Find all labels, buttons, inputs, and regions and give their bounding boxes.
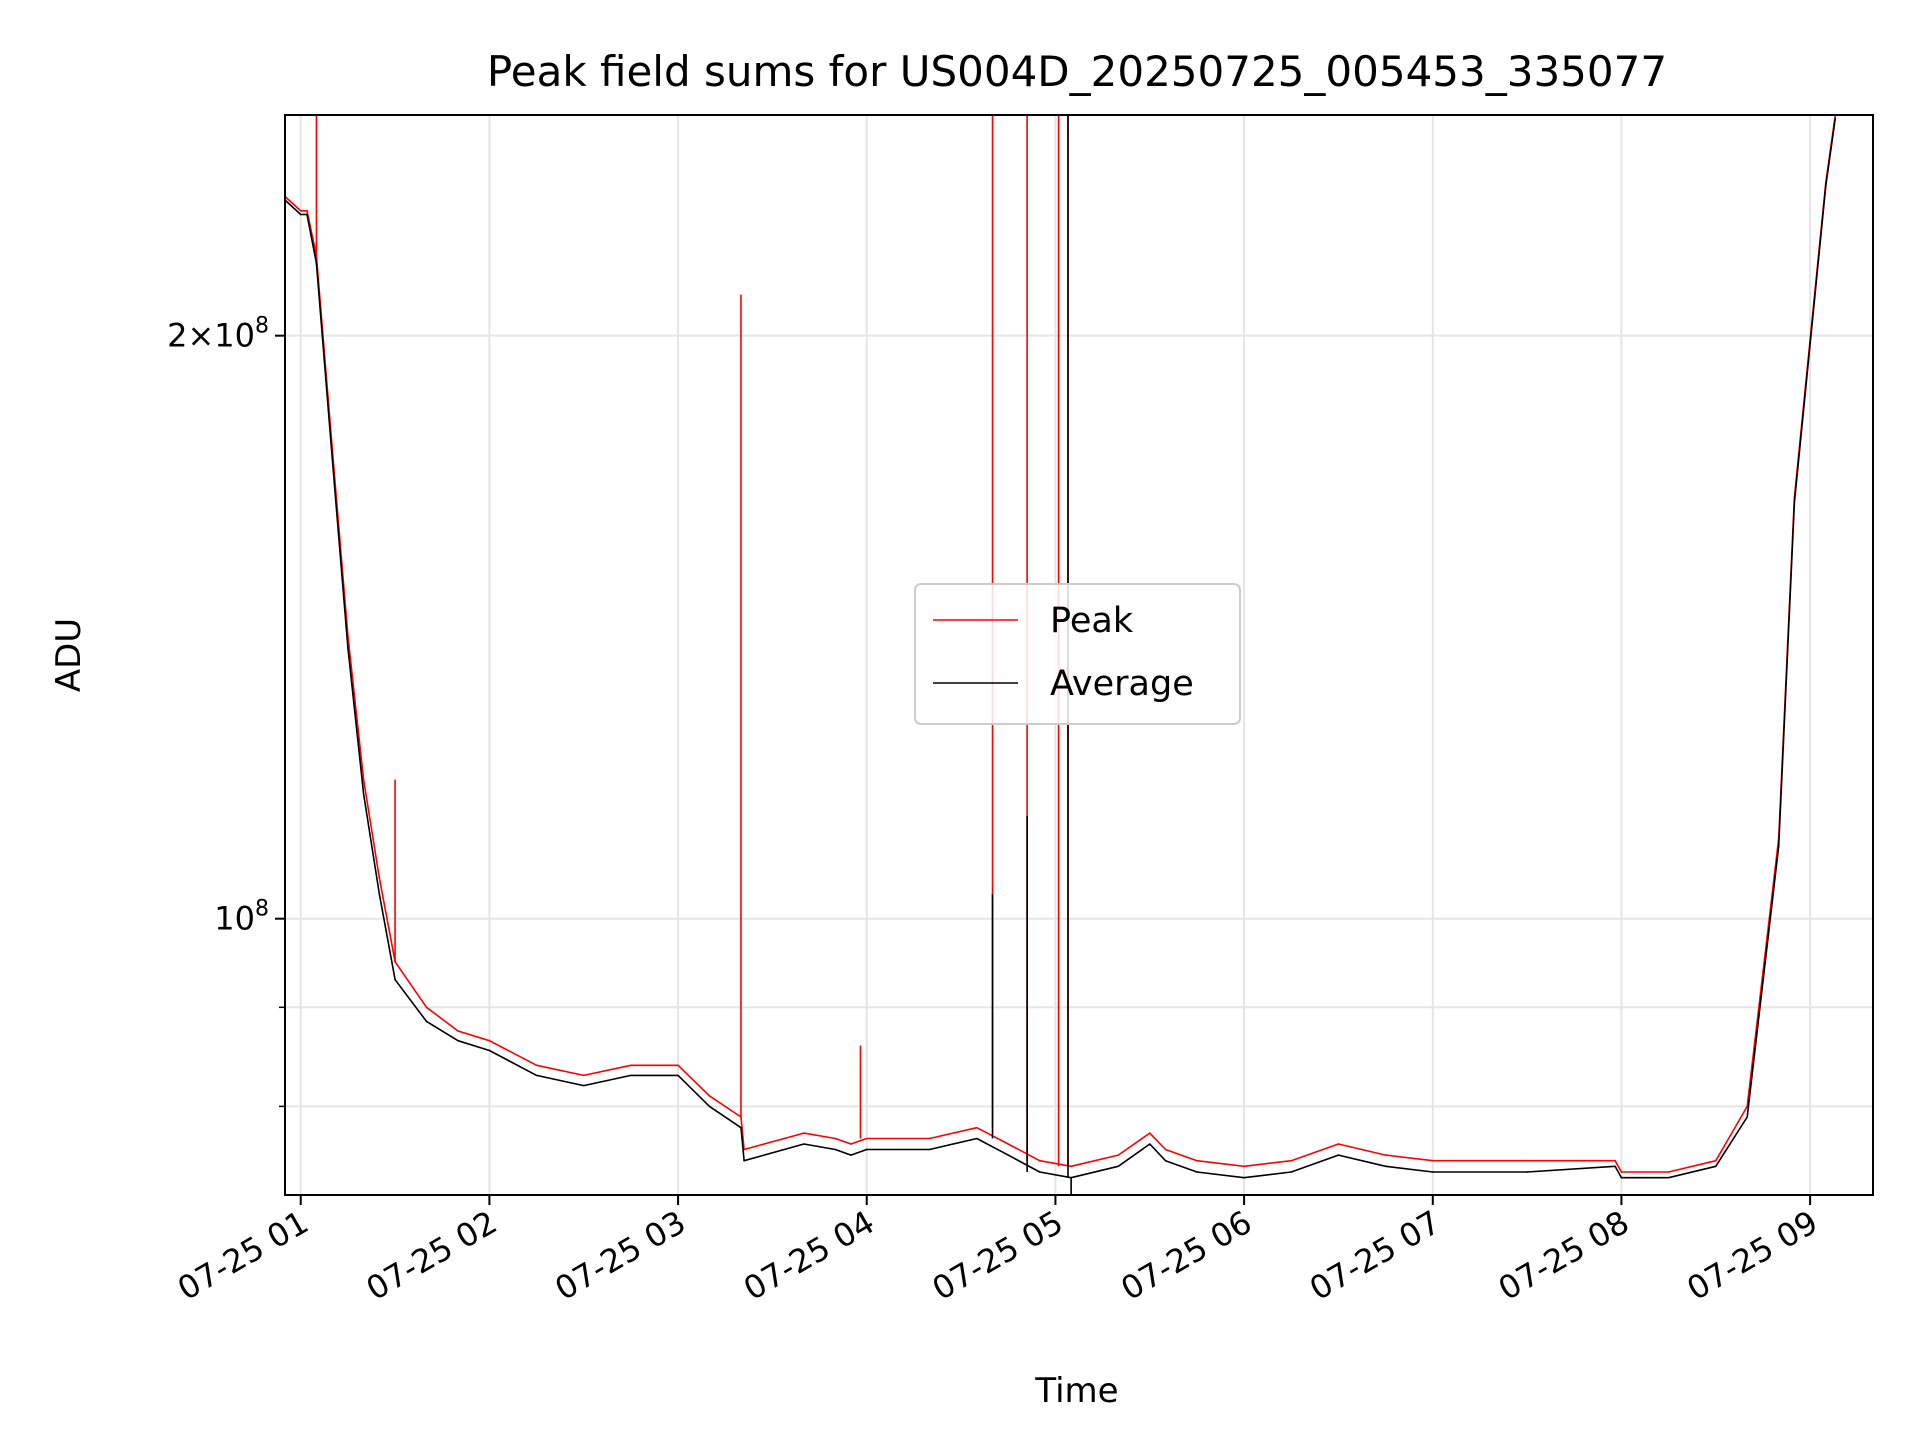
data-point-peak	[1164, 1148, 1167, 1151]
data-point-average	[315, 262, 318, 264]
data-point-average	[1337, 1154, 1340, 1156]
y-axis-label: ADU	[49, 618, 89, 692]
data-point-peak	[976, 1126, 978, 1129]
data-point-peak	[1148, 1132, 1151, 1134]
series-line-average	[285, 118, 1837, 1179]
data-point-average	[488, 1049, 491, 1052]
data-point-peak	[630, 1064, 632, 1067]
y-axis: 2×108 108	[167, 314, 285, 1108]
data-point-peak	[582, 1074, 585, 1077]
axes-frame	[284, 114, 1874, 1196]
data-point-peak	[708, 1095, 711, 1097]
data-point-average	[834, 1148, 837, 1151]
data-point-average	[976, 1137, 978, 1140]
data-point-average	[743, 1159, 745, 1162]
data-point-peak	[488, 1039, 491, 1042]
x-axis-label: Time	[1034, 1371, 1118, 1411]
series-average	[285, 115, 1837, 1195]
data-point-peak	[425, 1006, 428, 1009]
data-point-peak	[1117, 1154, 1120, 1156]
data-point-average	[378, 893, 381, 895]
data-point-peak	[677, 1064, 679, 1067]
data-point-peak	[457, 1030, 459, 1032]
data-point-peak	[1196, 1159, 1198, 1162]
data-point-peak	[1243, 1165, 1245, 1168]
chart-title: Peak field sums for US004D_20250725_0054…	[487, 47, 1667, 96]
y-tick-label: 108	[214, 897, 269, 938]
data-point-average	[677, 1074, 679, 1077]
data-point-peak	[306, 210, 308, 212]
data-point-average	[425, 1020, 428, 1023]
data-point-average	[1384, 1165, 1387, 1168]
data-point-average	[1148, 1143, 1151, 1145]
data-point-average	[740, 1126, 742, 1129]
data-point-average	[1614, 1165, 1616, 1168]
data-point-average	[303, 213, 305, 216]
data-point-peak	[1007, 1143, 1010, 1145]
data-point-average	[850, 1154, 852, 1156]
data-point-average	[394, 978, 396, 981]
data-point-average	[535, 1074, 538, 1077]
data-point-average	[1290, 1171, 1293, 1173]
data-point-average	[1834, 117, 1837, 120]
data-point-average	[630, 1074, 632, 1077]
data-point-average	[1777, 845, 1780, 848]
data-point-average	[1164, 1159, 1167, 1162]
data-point-peak	[1526, 1159, 1528, 1162]
legend-box	[914, 583, 1241, 725]
data-point-average	[1196, 1171, 1198, 1173]
legend-label-average: Average	[1050, 664, 1194, 704]
data-point-peak	[1431, 1159, 1434, 1162]
data-point-peak	[1038, 1159, 1041, 1162]
data-point-average	[1714, 1165, 1717, 1168]
y-tick-label: 2×108	[167, 314, 269, 355]
data-point-peak	[928, 1137, 931, 1140]
data-point-average	[457, 1039, 459, 1042]
data-point-average	[1825, 185, 1827, 187]
series-line-peak	[285, 115, 1837, 1173]
data-point-peak	[834, 1137, 837, 1140]
data-point-average	[362, 793, 365, 795]
data-point-average	[347, 646, 349, 649]
data-point-average	[306, 213, 308, 216]
legend: Peak Average	[914, 583, 1241, 725]
data-point-peak	[1620, 1171, 1623, 1173]
data-point-average	[1007, 1154, 1010, 1156]
data-point-peak	[1667, 1171, 1670, 1173]
data-point-average	[1038, 1171, 1041, 1173]
data-point-peak	[1290, 1159, 1293, 1162]
grid	[285, 115, 1873, 1195]
data-point-average	[928, 1148, 931, 1151]
data-point-peak	[303, 210, 305, 212]
data-point-average	[1117, 1165, 1120, 1168]
data-point-peak	[1714, 1159, 1717, 1162]
data-point-peak	[535, 1064, 538, 1067]
data-point-average	[1526, 1171, 1528, 1173]
data-point-average	[299, 213, 302, 216]
data-point-peak	[1384, 1154, 1387, 1156]
data-point-average	[1746, 1116, 1749, 1118]
data-point-average	[803, 1143, 805, 1145]
data-point-peak	[1070, 1165, 1072, 1168]
data-point-peak	[299, 210, 302, 212]
data-point-average	[582, 1084, 585, 1087]
data-point-peak	[850, 1143, 852, 1145]
data-point-average	[1620, 1176, 1623, 1179]
data-point-average	[865, 1148, 868, 1151]
data-point-peak	[378, 876, 381, 879]
data-point-peak	[803, 1132, 805, 1134]
data-point-average	[1243, 1176, 1245, 1179]
data-point-average	[708, 1105, 711, 1108]
data-point-average	[1793, 501, 1796, 504]
data-point-average	[1431, 1171, 1434, 1173]
data-point-average	[1667, 1176, 1670, 1179]
data-point-peak	[1337, 1143, 1340, 1145]
legend-label-peak: Peak	[1050, 601, 1134, 641]
data-point-peak	[1614, 1159, 1616, 1162]
data-point-average	[331, 456, 333, 459]
data-point-peak	[865, 1137, 868, 1140]
data-point-peak	[362, 778, 365, 781]
